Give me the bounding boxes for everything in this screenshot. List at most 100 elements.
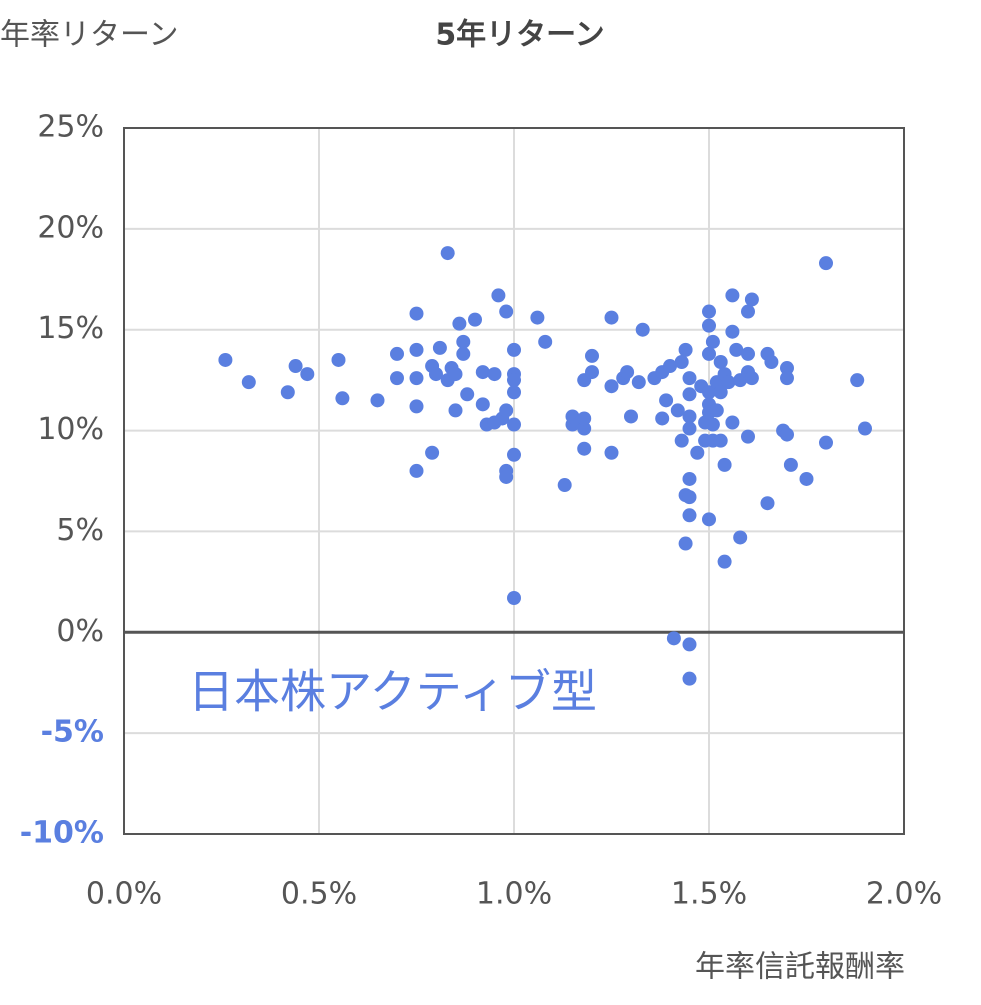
- point: [682, 671, 697, 686]
- point: [659, 393, 674, 408]
- point: [702, 346, 716, 361]
- point: [577, 421, 592, 436]
- annotation: 日本株アクティブ型: [188, 665, 597, 719]
- point: [538, 334, 553, 349]
- point: [674, 354, 689, 369]
- point: [288, 359, 303, 374]
- point: [475, 397, 490, 412]
- point: [850, 373, 865, 388]
- point: [487, 367, 502, 382]
- point: [674, 433, 689, 448]
- point: [635, 322, 650, 337]
- point: [721, 375, 736, 390]
- point: [448, 403, 463, 418]
- point: [733, 530, 748, 545]
- y-tick-label: -5%: [41, 715, 104, 750]
- point: [819, 435, 833, 450]
- y-axis-label: 年率リターン: [0, 18, 179, 53]
- point: [440, 246, 455, 261]
- point: [620, 365, 635, 380]
- point: [799, 471, 814, 486]
- y-tick-label: 25%: [37, 110, 104, 145]
- point: [780, 427, 794, 442]
- y-tick-label: -10%: [20, 816, 104, 851]
- point: [682, 490, 697, 505]
- y-tick-label: 20%: [37, 210, 104, 245]
- x-tick-label: 0.0%: [86, 877, 162, 912]
- point: [741, 304, 755, 319]
- x-tick-label: 1.0%: [476, 877, 552, 912]
- x-tick-label: 1.5%: [671, 877, 747, 912]
- x-tick-label: 2.0%: [866, 877, 942, 912]
- point: [678, 536, 693, 551]
- point: [507, 373, 521, 388]
- point: [705, 417, 720, 432]
- point: [780, 371, 794, 386]
- point: [682, 421, 697, 436]
- point: [475, 365, 490, 380]
- point: [507, 385, 521, 400]
- point: [585, 348, 599, 363]
- point: [499, 469, 514, 484]
- point: [764, 354, 779, 369]
- point: [409, 399, 424, 414]
- point: [624, 409, 638, 424]
- point: [725, 415, 740, 430]
- point: [390, 371, 404, 386]
- point: [682, 409, 697, 424]
- point: [530, 310, 545, 325]
- point: [717, 554, 732, 569]
- point: [499, 403, 514, 418]
- point: [507, 342, 521, 357]
- point: [370, 393, 385, 408]
- point: [702, 512, 716, 527]
- point: [409, 371, 424, 386]
- point: [507, 447, 521, 462]
- point: [456, 346, 471, 361]
- point: [678, 342, 693, 357]
- point: [448, 367, 463, 382]
- point: [218, 352, 233, 367]
- point: [507, 417, 521, 432]
- point: [713, 354, 728, 369]
- point: [780, 361, 794, 376]
- point: [760, 496, 775, 511]
- point: [331, 352, 346, 367]
- point: [717, 457, 732, 472]
- point: [409, 306, 424, 321]
- point: [241, 375, 256, 390]
- point: [682, 371, 697, 386]
- point: [409, 463, 424, 478]
- x-tick-label: 0.5%: [281, 877, 357, 912]
- point: [858, 421, 872, 436]
- point: [744, 371, 759, 386]
- point: [468, 312, 482, 327]
- point: [783, 457, 798, 472]
- point: [729, 342, 744, 357]
- point: [709, 403, 724, 418]
- point: [460, 387, 475, 402]
- point: [577, 411, 592, 426]
- point: [741, 346, 755, 361]
- point: [390, 346, 404, 361]
- point: [491, 288, 506, 303]
- y-tick-label: 0%: [56, 614, 104, 649]
- point: [429, 367, 443, 382]
- point: [713, 433, 728, 448]
- point: [670, 403, 685, 418]
- point: [604, 310, 619, 325]
- point: [725, 288, 740, 303]
- point: [705, 334, 720, 349]
- chart-title: 5年リターン: [435, 18, 604, 53]
- point: [702, 318, 716, 333]
- point: [499, 304, 514, 319]
- point: [744, 292, 759, 307]
- point: [557, 478, 572, 493]
- x-axis-label: 年率信託報酬率: [695, 950, 905, 985]
- point: [456, 334, 471, 349]
- point: [409, 342, 424, 357]
- point: [741, 429, 755, 444]
- point: [577, 441, 592, 456]
